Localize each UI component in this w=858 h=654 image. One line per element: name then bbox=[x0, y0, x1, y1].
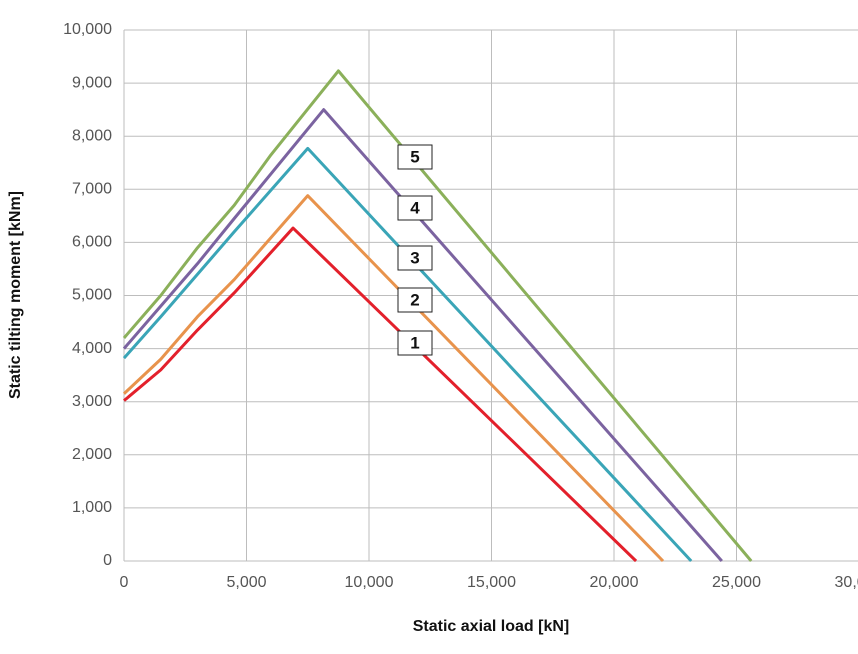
x-tick-label: 30,000 bbox=[835, 574, 858, 591]
series-label: 4 bbox=[410, 198, 420, 217]
x-axis-label: Static axial load [kN] bbox=[413, 618, 570, 635]
series-line bbox=[122, 69, 753, 562]
series-label-box bbox=[397, 287, 433, 313]
x-tick-label: 25,000 bbox=[712, 574, 761, 591]
y-tick-label: 3,000 bbox=[72, 393, 112, 410]
series-line bbox=[122, 194, 665, 563]
x-tick-label: 15,000 bbox=[467, 574, 516, 591]
y-tick-label: 7,000 bbox=[72, 181, 112, 198]
y-tick-label: 4,000 bbox=[72, 340, 112, 357]
y-tick-label: 8,000 bbox=[72, 127, 112, 144]
y-axis-label: Static tilting moment [kNm] bbox=[7, 191, 24, 399]
x-tick-label: 10,000 bbox=[345, 574, 394, 591]
series-label: 3 bbox=[410, 248, 419, 267]
series-label-box bbox=[397, 195, 433, 221]
y-tick-label: 9,000 bbox=[72, 74, 112, 91]
x-tick-label: 0 bbox=[120, 574, 129, 591]
series-label: 2 bbox=[410, 290, 419, 309]
x-tick-label: 20,000 bbox=[590, 574, 639, 591]
y-tick-label: 1,000 bbox=[72, 499, 112, 516]
y-tick-label: 0 bbox=[103, 552, 112, 569]
series-label: 1 bbox=[410, 333, 419, 352]
y-tick-label: 6,000 bbox=[72, 234, 112, 251]
series-line bbox=[122, 146, 693, 563]
y-tick-label: 2,000 bbox=[72, 446, 112, 463]
series-label-box bbox=[397, 245, 433, 271]
series-label-box bbox=[397, 330, 433, 356]
series-label-box bbox=[397, 144, 433, 170]
series-label: 5 bbox=[410, 147, 419, 166]
x-tick-label: 5,000 bbox=[226, 574, 266, 591]
series-line bbox=[122, 108, 723, 562]
y-tick-label: 10,000 bbox=[63, 21, 112, 38]
series-line bbox=[123, 226, 638, 563]
y-tick-label: 5,000 bbox=[72, 287, 112, 304]
